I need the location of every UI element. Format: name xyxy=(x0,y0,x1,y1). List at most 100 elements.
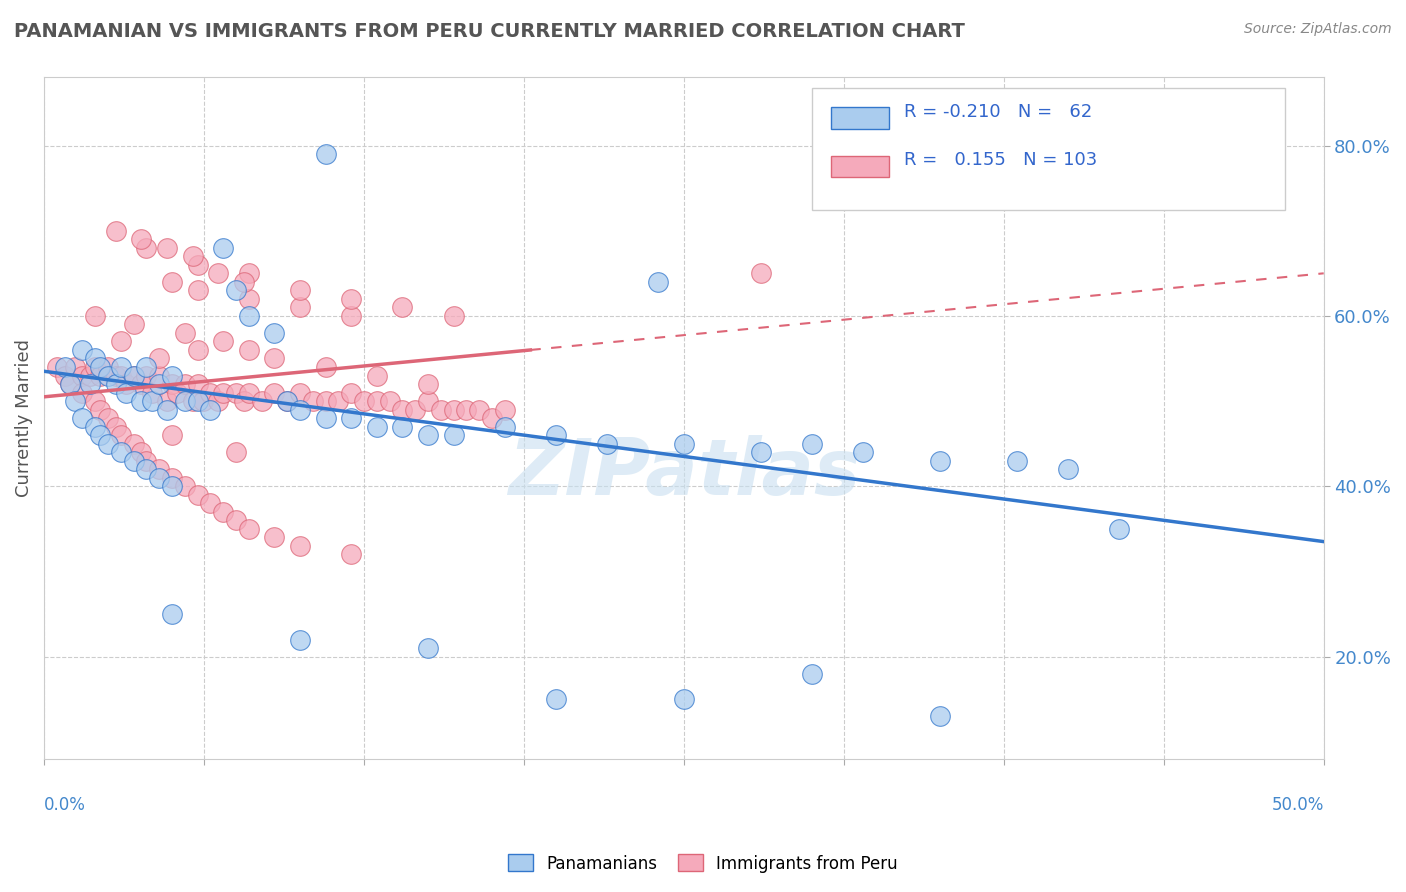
Point xyxy=(315,359,337,374)
Point xyxy=(225,445,247,459)
Point xyxy=(263,351,285,366)
Bar xyxy=(831,107,889,128)
Point xyxy=(232,275,254,289)
Point xyxy=(366,368,388,383)
Point xyxy=(200,496,222,510)
Point xyxy=(156,241,179,255)
Point xyxy=(79,377,101,392)
Text: 0.0%: 0.0% xyxy=(44,797,86,814)
Point xyxy=(212,505,235,519)
Point xyxy=(166,385,188,400)
Point xyxy=(173,394,195,409)
Point xyxy=(148,351,170,366)
Point xyxy=(187,488,209,502)
Point xyxy=(187,284,209,298)
Point xyxy=(135,359,157,374)
Point xyxy=(141,394,163,409)
Point xyxy=(288,385,311,400)
Point xyxy=(212,241,235,255)
Point xyxy=(122,318,145,332)
Point xyxy=(63,359,86,374)
Point xyxy=(468,402,491,417)
Y-axis label: Currently Married: Currently Married xyxy=(15,339,32,497)
Point xyxy=(72,411,94,425)
Point xyxy=(443,402,465,417)
Point xyxy=(544,692,567,706)
Point xyxy=(115,377,138,392)
Point xyxy=(596,436,619,450)
Point xyxy=(1108,522,1130,536)
Point xyxy=(928,709,950,723)
Point xyxy=(443,428,465,442)
Point xyxy=(443,309,465,323)
Point xyxy=(104,419,127,434)
Point xyxy=(110,334,132,349)
Point xyxy=(928,453,950,467)
Point xyxy=(207,266,229,280)
Point xyxy=(173,479,195,493)
Point xyxy=(238,385,260,400)
Bar xyxy=(831,155,889,178)
Point xyxy=(353,394,375,409)
Point xyxy=(53,368,76,383)
Point xyxy=(181,249,204,263)
FancyBboxPatch shape xyxy=(811,87,1285,211)
Point xyxy=(160,607,183,621)
Point xyxy=(84,394,107,409)
Point xyxy=(110,368,132,383)
Point xyxy=(276,394,298,409)
Point xyxy=(315,411,337,425)
Point xyxy=(416,428,439,442)
Point xyxy=(160,368,183,383)
Point xyxy=(97,436,120,450)
Point xyxy=(148,368,170,383)
Point xyxy=(238,292,260,306)
Point xyxy=(89,368,111,383)
Point xyxy=(110,445,132,459)
Point xyxy=(160,275,183,289)
Point xyxy=(84,359,107,374)
Point xyxy=(481,411,503,425)
Point xyxy=(181,394,204,409)
Point xyxy=(225,385,247,400)
Point xyxy=(238,343,260,357)
Point xyxy=(288,539,311,553)
Point xyxy=(238,266,260,280)
Point xyxy=(263,326,285,340)
Point xyxy=(647,275,669,289)
Point xyxy=(391,402,413,417)
Point xyxy=(160,377,183,392)
Point xyxy=(416,377,439,392)
Point xyxy=(122,436,145,450)
Point xyxy=(456,402,478,417)
Point xyxy=(800,666,823,681)
Point xyxy=(544,428,567,442)
Point xyxy=(672,436,695,450)
Point xyxy=(135,241,157,255)
Point xyxy=(225,284,247,298)
Point xyxy=(340,309,363,323)
Point xyxy=(131,232,153,246)
Point xyxy=(340,292,363,306)
Text: PANAMANIAN VS IMMIGRANTS FROM PERU CURRENTLY MARRIED CORRELATION CHART: PANAMANIAN VS IMMIGRANTS FROM PERU CURRE… xyxy=(14,22,965,41)
Legend: Panamanians, Immigrants from Peru: Panamanians, Immigrants from Peru xyxy=(502,847,904,880)
Point xyxy=(672,692,695,706)
Point xyxy=(84,309,107,323)
Point xyxy=(79,368,101,383)
Point xyxy=(232,394,254,409)
Point xyxy=(187,258,209,272)
Point xyxy=(156,402,179,417)
Point xyxy=(315,394,337,409)
Point xyxy=(212,385,235,400)
Point xyxy=(366,419,388,434)
Point xyxy=(288,402,311,417)
Point xyxy=(72,385,94,400)
Point xyxy=(89,402,111,417)
Point xyxy=(148,471,170,485)
Point xyxy=(378,394,401,409)
Point xyxy=(173,377,195,392)
Point xyxy=(187,343,209,357)
Point xyxy=(749,445,772,459)
Point xyxy=(800,436,823,450)
Point xyxy=(135,462,157,476)
